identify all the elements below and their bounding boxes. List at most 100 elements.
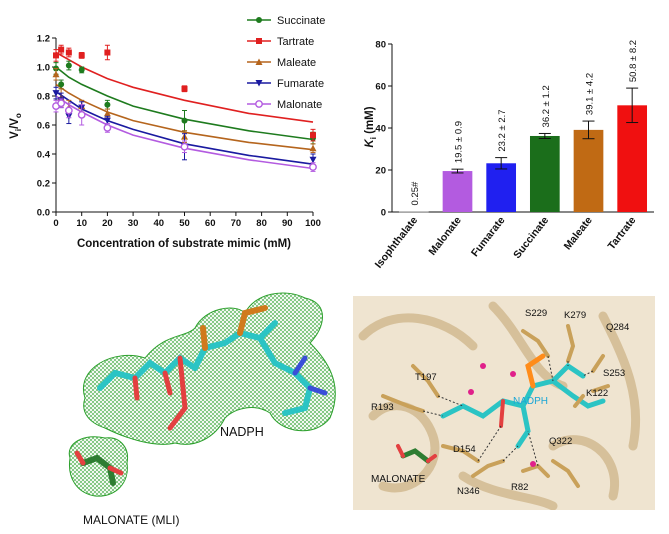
protein-cartoon [358,301,641,510]
chart-b-y-axis-label: Ki (mM) [364,106,378,147]
residue-label: Q322 [549,436,572,447]
chart-b-category-label: Malonate [426,214,464,257]
residue-labels: S229 K279 Q284 S253 K122 T197 R193 D154 Q322 R82 N… [371,308,629,497]
residue-label: S229 [525,308,547,319]
chart-a-legend-label: Fumarate [277,78,324,90]
chart-a-data-point [103,124,112,132]
chart-a-data-point [58,46,65,53]
chart-b-data-label: 39.1 ± 4.2 [585,73,596,115]
chart-b-bar [486,163,517,212]
chart-a-data-point [57,99,66,108]
chart-b-bar [529,135,560,212]
chart-a-legend-marker [255,100,263,108]
chart-a-axes: 0 10 20 30 40 50 60 70 80 90 100 0.0 0.2 0.4 0.6 0.8 1.0… [37,34,321,230]
residue-label: R193 [371,402,394,413]
chart-a-fit-line [55,66,314,141]
chart-b-bar [398,211,429,213]
chart-a-y-tick-label: 0.8 [37,92,50,103]
chart-b-bar [617,105,648,212]
chart-a-data-point [103,109,111,117]
residue-label: Q284 [606,322,629,333]
chart-a-x-tick-label: 80 [256,218,267,229]
chart-a-y-tick-label: 0.0 [37,208,50,219]
chart-a-y-tick-label: 1.0 [37,63,50,74]
electron-density-panel: NADPH MALONATE (MLI) [68,292,336,527]
malonate-density-mesh [68,436,129,497]
chart-a-legend-marker [256,38,262,44]
ki-bar-chart: 0 20 40 60 80 0.25# Isophthalate 19.5 ± 0.9 Mal… [364,40,654,271]
residue-label: K279 [564,310,586,321]
chart-a-data-point [104,49,111,56]
chart-a-legend-marker [255,58,263,65]
malonate-stick-model [74,450,124,486]
chart-a-data-point [53,52,59,59]
active-site-panel: S229 K279 Q284 S253 K122 T197 R193 D154 Q322 R82 N… [353,296,655,510]
chart-a-x-axis-label: Concentration of substrate mimic (mM) [77,238,291,250]
chart-a-legend-label: Succinate [277,15,325,27]
chart-a-data-point [180,142,189,151]
chart-a-legend-marker [256,17,262,23]
chart-b-category-label: Tartrate [605,214,638,252]
residue-label: D154 [453,444,476,455]
chart-a-data-point [181,117,188,124]
chart-a-fit-line [55,83,314,151]
chart-a-data-point [103,117,111,125]
chart-a-y-tick-label: 0.4 [37,150,51,161]
chart-b-bar [442,171,473,212]
chart-b-category-label: Fumarate [469,214,508,259]
chart-a-data-point [52,70,60,78]
malonate-mli-label: MALONATE (MLI) [83,513,179,527]
chart-a-x-tick-label: 70 [231,218,242,229]
chart-a-legend-label: Tartrate [277,36,314,48]
chart-a-data-point [309,144,317,152]
chart-b-data-label: 0.25# [410,181,421,205]
chart-a-x-tick-label: 30 [128,218,139,229]
chart-b-category-label: Maleate [562,214,595,252]
chart-b-bar [573,129,604,212]
chart-a-points [52,44,317,172]
nadph-density-mesh [82,292,336,445]
chart-a-legend-label: Maleate [277,57,316,69]
chart-a-x-tick-label: 40 [154,218,165,229]
chart-a-data-point [310,132,316,139]
malonate-sticks [396,444,437,464]
chart-b-y-tick-label: 40 [375,124,386,135]
chart-a-data-point [65,49,72,56]
chart-a-x-tick-label: 10 [76,218,87,229]
residue-sticks [381,324,610,488]
chart-a-data-point [78,52,85,59]
chart-a-legend-label: Malonate [277,99,322,111]
chart-a-y-tick-label: 0.2 [37,179,50,190]
chart-a-data-point [52,90,60,97]
residue-label: K122 [586,388,608,399]
hydrogen-bonds [422,355,594,467]
malonate-site-label: MALONATE [371,474,426,485]
residue-label: R82 [511,482,528,493]
chart-a-data-point [181,85,188,92]
chart-a-data-point [104,101,111,108]
chart-a-x-tick-label: 0 [53,218,58,229]
chart-b-data-label: 19.5 ± 0.9 [454,121,465,163]
residue-label: T197 [415,372,437,383]
residue-label: S253 [603,368,625,379]
chart-a-data-point [77,110,86,119]
chart-b-data-label: 36.2 ± 1.2 [541,85,552,127]
chart-b-y-tick-label: 20 [375,166,386,177]
chart-a-y-tick-label: 0.6 [37,121,50,132]
chart-a-data-point [64,106,73,115]
chart-b-data-label: 50.8 ± 8.2 [628,40,639,82]
nadph-label: NADPH [220,425,264,439]
inhibition-chart: 0 10 20 30 40 50 60 70 80 90 100 0.0 0.2 0.4 0.6 0.8 1.0… [9,15,325,250]
chart-a-x-tick-label: 50 [179,218,190,229]
chart-b-y-tick-label: 80 [375,40,386,51]
chart-a-y-tick-label: 1.2 [37,34,50,45]
water-molecules [468,363,536,467]
chart-b-category-label: Succinate [511,214,551,261]
chart-b-y-tick-label: 0 [381,208,386,219]
chart-b-bars: 0.25# Isophthalate 19.5 ± 0.9 Malonate 23.2 … [373,40,648,271]
chart-b-data-label: 23.2 ± 2.7 [497,109,508,151]
nadph-stick-model [97,305,328,431]
chart-a-x-tick-label: 20 [102,218,113,229]
chart-b-category-label: Isophthalate [373,214,421,270]
chart-a-y-axis-label: Vi/Vo [9,113,23,139]
